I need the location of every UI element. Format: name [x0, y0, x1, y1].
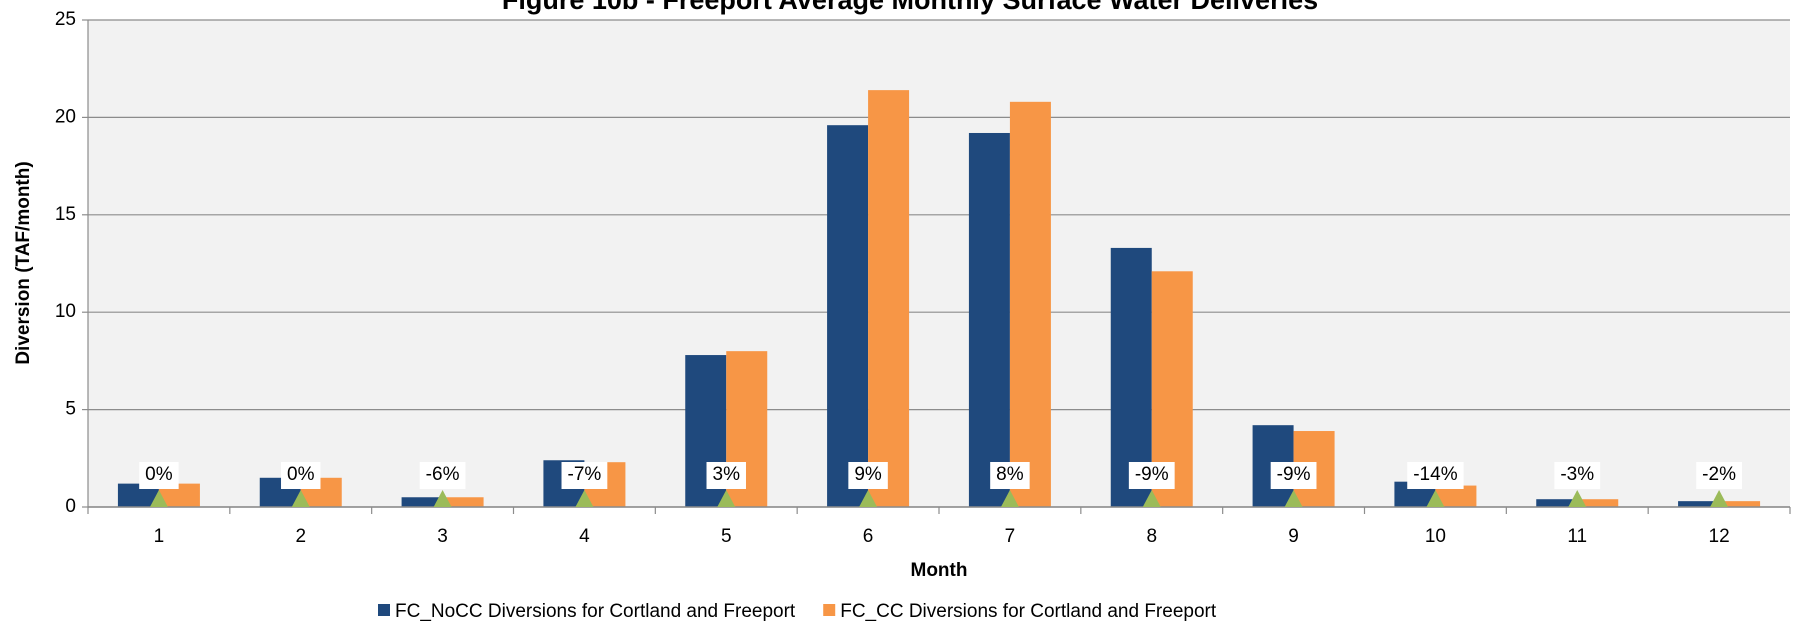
x-tick-label: 9 — [1288, 526, 1299, 547]
change-label: -9% — [1277, 464, 1311, 485]
change-label: -6% — [426, 464, 460, 485]
x-tick-label: 12 — [1709, 526, 1730, 547]
change-marker — [1710, 490, 1729, 507]
x-tick-label: 8 — [1146, 526, 1157, 547]
change-label-box — [1128, 462, 1175, 489]
change-marker — [433, 490, 452, 507]
change-marker — [575, 490, 594, 507]
legend-swatch — [378, 604, 390, 616]
change-label: 0% — [145, 464, 173, 485]
bar — [968, 132, 1010, 507]
change-label-box — [1696, 462, 1742, 489]
x-tick-label: 2 — [295, 526, 306, 547]
change-label-box — [139, 462, 179, 489]
y-tick-label: 20 — [55, 106, 76, 127]
change-label-box — [561, 462, 608, 489]
bar — [117, 483, 159, 507]
change-label-box — [1270, 462, 1317, 489]
x-tick-label: 7 — [1005, 526, 1016, 547]
x-tick-label: 6 — [863, 526, 874, 547]
bar — [1009, 101, 1051, 507]
bar — [1678, 501, 1720, 507]
change-marker — [859, 490, 878, 507]
change-label: 3% — [713, 464, 741, 485]
change-label: -2% — [1702, 464, 1736, 485]
change-label: 0% — [287, 464, 315, 485]
change-marker — [717, 490, 736, 507]
change-label-box — [419, 462, 466, 489]
y-tick-label: 0 — [65, 496, 76, 517]
y-tick-label: 10 — [55, 301, 76, 322]
change-label-box — [990, 462, 1030, 489]
bar — [158, 483, 200, 507]
change-marker — [1000, 490, 1019, 507]
legend-label: FC_NoCC Diversions for Cortland and Free… — [395, 601, 796, 622]
x-tick-label: 10 — [1425, 526, 1446, 547]
change-label: -14% — [1413, 464, 1457, 485]
x-tick-label: 3 — [437, 526, 448, 547]
change-label: -7% — [568, 464, 602, 485]
bar — [1577, 499, 1619, 507]
change-marker — [149, 490, 168, 507]
x-tick-label: 1 — [154, 526, 165, 547]
y-tick-label: 5 — [65, 399, 76, 420]
change-label: -9% — [1135, 464, 1169, 485]
bar — [827, 125, 869, 507]
change-label-box — [1554, 462, 1601, 489]
change-label-box — [281, 462, 321, 489]
y-tick-label: 15 — [55, 204, 76, 225]
bar — [868, 90, 910, 508]
change-marker — [1284, 490, 1303, 507]
x-axis-label: Month — [911, 560, 968, 581]
change-label-box — [706, 462, 746, 489]
change-label: -3% — [1560, 464, 1594, 485]
bar — [442, 497, 484, 507]
change-label: 8% — [996, 464, 1024, 485]
change-marker — [1568, 490, 1587, 507]
plot-area — [88, 20, 1790, 507]
change-marker — [291, 490, 310, 507]
bar — [1536, 499, 1578, 507]
y-tick-label: 25 — [55, 9, 76, 30]
legend-label: FC_CC Diversions for Cortland and Freepo… — [840, 601, 1217, 622]
change-label-box — [1407, 462, 1464, 489]
bar — [1435, 485, 1477, 507]
y-axis-label: Diversion (TAF/month) — [13, 161, 34, 364]
change-label-box — [848, 462, 888, 489]
legend-swatch — [823, 604, 836, 616]
x-tick-label: 4 — [579, 526, 590, 547]
chart-title: Figure 10b - Freeport Average Monthly Su… — [502, 0, 1318, 15]
change-marker — [1142, 490, 1161, 507]
change-marker — [1426, 490, 1445, 507]
change-label: 9% — [854, 464, 882, 485]
bar — [401, 497, 443, 507]
x-tick-label: 11 — [1567, 526, 1587, 547]
bar — [1719, 501, 1761, 507]
x-tick-label: 5 — [721, 526, 732, 547]
